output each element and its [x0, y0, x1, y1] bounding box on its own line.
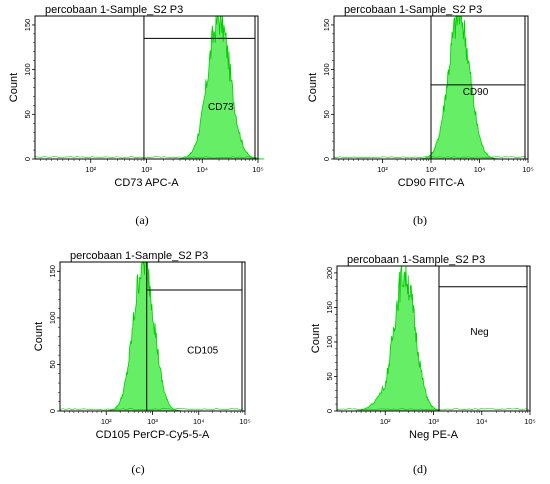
y-tick-label: 100	[322, 63, 331, 76]
panel-caption: (d)	[413, 462, 427, 476]
x-axis-label: CD105 PerCP-Cy5-5-A	[96, 429, 210, 441]
y-axis-label: Count	[307, 73, 319, 102]
histogram-area	[163, 15, 265, 160]
y-tick-label: 50	[48, 360, 57, 368]
panel-caption: (c)	[131, 462, 144, 476]
plot-title: percobaan 1-Sample_S2 P3	[347, 254, 485, 266]
gate-label: CD73	[208, 102, 234, 113]
histogram-area	[97, 261, 189, 412]
y-axis-label: Count	[310, 324, 322, 353]
x-tick-label: 10⁵	[239, 417, 250, 426]
x-tick-label: 10²	[377, 165, 388, 174]
panel-caption: (b)	[413, 213, 427, 227]
gate-label: CD90	[463, 87, 489, 98]
x-tick-label: 10³	[426, 165, 437, 174]
histogram-baseline	[59, 408, 244, 411]
x-tick-label: 10³	[147, 417, 158, 426]
panel-caption: (a)	[135, 213, 148, 227]
y-tick-label: 100	[23, 63, 32, 76]
histogram-baseline	[34, 156, 258, 159]
plot-title: percobaan 1-Sample_S2 P3	[70, 250, 208, 262]
x-tick-label: 10⁴	[474, 165, 486, 174]
y-tick-label: 100	[325, 336, 334, 349]
chart-panel: percobaan 1-Sample_S2 P3 CD73 0 50 100 150 10²…	[8, 4, 265, 227]
x-tick-label: 10⁵	[524, 417, 535, 426]
gate-label: Neg	[470, 327, 488, 338]
histogram-area	[411, 14, 500, 160]
x-axis-label: CD90 FITC-A	[398, 177, 465, 189]
x-tick-label: 10²	[85, 165, 96, 174]
y-tick-label: 150	[325, 301, 334, 314]
x-tick-label: 10⁴	[476, 417, 488, 426]
chart-panel: percobaan 1-Sample_S2 P3 CD105 0 50 100 150 10…	[33, 250, 251, 476]
x-tick-label: 10⁴	[196, 165, 208, 174]
x-tick-label: 10⁵	[522, 165, 533, 174]
x-axis-label: Neg PE-A	[409, 429, 459, 441]
y-tick-label: 50	[23, 110, 32, 118]
x-axis-label: CD73 APC-A	[114, 177, 179, 189]
y-tick-label: 100	[48, 312, 57, 325]
y-tick-label: 50	[322, 110, 331, 118]
y-tick-label: 50	[325, 372, 334, 380]
x-tick-label: 10³	[141, 165, 152, 174]
x-tick-label: 10²	[380, 417, 391, 426]
x-tick-label: 10⁴	[193, 417, 205, 426]
histogram-baseline	[336, 408, 530, 411]
x-tick-label: 10⁵	[252, 165, 263, 174]
x-tick-label: 10³	[428, 417, 439, 426]
y-axis-label: Count	[33, 322, 45, 351]
histogram-area	[349, 265, 440, 412]
histogram-baseline	[333, 156, 527, 159]
x-tick-label: 10²	[101, 417, 112, 426]
y-tick-label: 0	[322, 157, 331, 161]
plot-title: percobaan 1-Sample_S2 P3	[344, 4, 482, 16]
chart-panel: percobaan 1-Sample_S2 P3 CD90 0 50 100 150 10²…	[307, 4, 534, 227]
y-axis-label: Count	[8, 73, 20, 102]
plot-frame	[336, 265, 531, 412]
gate-label: CD105	[187, 345, 219, 356]
chart-panel: percobaan 1-Sample_S2 P3 Neg 0 50 100 150 200 1…	[310, 254, 536, 476]
plot-title: percobaan 1-Sample_S2 P3	[45, 4, 183, 16]
y-tick-label: 0	[325, 409, 334, 413]
y-tick-label: 150	[23, 19, 32, 32]
y-tick-label: 200	[325, 267, 334, 280]
y-tick-label: 0	[48, 409, 57, 413]
y-tick-label: 0	[23, 157, 32, 161]
y-tick-label: 150	[322, 19, 331, 32]
y-tick-label: 150	[48, 265, 57, 278]
